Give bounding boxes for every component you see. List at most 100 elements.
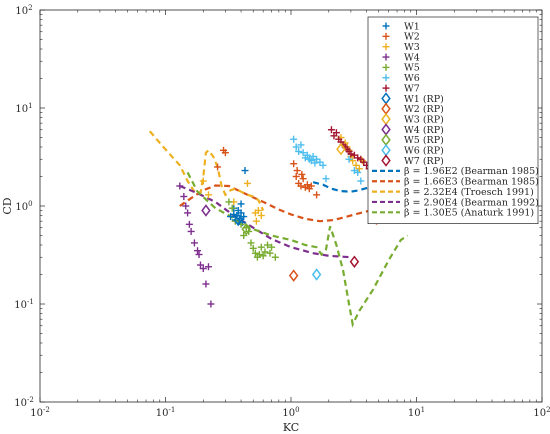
point-w4 xyxy=(176,182,184,190)
point-w3 xyxy=(254,206,262,214)
point-w4 xyxy=(185,220,193,228)
legend-swatch-w2 xyxy=(382,32,390,40)
point-w5 xyxy=(249,244,257,252)
point-w3 xyxy=(257,211,265,219)
point-w4 xyxy=(207,300,215,308)
point-w4 xyxy=(184,209,192,217)
point-w6 xyxy=(345,155,353,163)
legend-swatch-w5 xyxy=(382,63,390,71)
point-w4-rp xyxy=(201,204,211,217)
point-w2 xyxy=(307,182,315,190)
series-line-2-90e4-bearman-1992 xyxy=(179,184,351,259)
x-tick-label: 10-2 xyxy=(30,406,50,419)
point-w6 xyxy=(290,135,298,143)
x-axis-label: KC xyxy=(283,421,299,434)
legend-label-w2-rp: W2 (RP) xyxy=(404,104,444,115)
point-w5 xyxy=(268,243,276,251)
x-tick-label: 102 xyxy=(533,406,550,419)
point-w1 xyxy=(240,213,248,221)
point-w4 xyxy=(194,247,202,255)
point-w6 xyxy=(309,152,317,160)
point-w5 xyxy=(264,241,272,249)
point-w6 xyxy=(316,158,324,166)
point-w3 xyxy=(243,179,251,187)
y-tick-label: 10-1 xyxy=(14,298,34,311)
legend-swatch-w4 xyxy=(382,53,390,61)
legend-label-2-90e4-bearman-1992: β = 2.90E4 (Bearman 1992) xyxy=(404,197,539,208)
point-w5 xyxy=(261,248,269,256)
point-w6 xyxy=(295,147,303,155)
x-tick-label: 101 xyxy=(408,406,425,419)
y-axis-label: CD xyxy=(1,197,14,214)
point-w7 xyxy=(354,154,362,162)
point-w4 xyxy=(190,239,198,247)
point-w6 xyxy=(299,149,307,157)
point-w6 xyxy=(307,157,315,165)
point-w1 xyxy=(241,167,249,175)
point-w5-rp xyxy=(241,222,251,236)
point-w4 xyxy=(195,250,203,258)
point-w6 xyxy=(357,177,365,185)
point-w6 xyxy=(354,168,362,176)
y-tick-label: 100 xyxy=(15,200,32,213)
point-w5 xyxy=(251,249,259,257)
x-tick-label: 10-1 xyxy=(156,406,176,419)
point-w3 xyxy=(252,217,260,225)
legend-label-w3: W3 xyxy=(404,42,420,53)
point-w6 xyxy=(311,159,319,167)
point-w7 xyxy=(347,150,355,158)
point-w4 xyxy=(182,202,190,210)
legend-label-w2: W2 xyxy=(404,32,420,43)
point-w2 xyxy=(298,170,306,178)
point-w3-rp xyxy=(336,142,346,156)
point-w5 xyxy=(271,253,279,261)
legend-label-1-30e5-anaturk-1991: β = 1.30E5 (Anaturk 1991) xyxy=(404,208,534,219)
legend-swatch-w1 xyxy=(382,22,390,30)
point-w1-rp xyxy=(233,213,244,227)
point-w5 xyxy=(257,243,265,251)
point-w5 xyxy=(225,198,233,206)
legend-label-w5: W5 xyxy=(404,63,420,74)
point-w2 xyxy=(293,167,301,175)
point-w1 xyxy=(234,206,242,214)
legend-label-2-32e4-troesch-1991: β = 2.32E4 (Troesch 1991) xyxy=(404,187,534,198)
legend-label-w7-rp: W7 (RP) xyxy=(404,156,444,167)
legend-swatch-w7 xyxy=(382,84,390,92)
point-w7 xyxy=(327,126,335,134)
point-w2 xyxy=(299,175,307,183)
point-w2 xyxy=(214,163,222,171)
point-w4 xyxy=(196,261,204,269)
point-w2 xyxy=(290,160,298,168)
legend-box xyxy=(367,16,539,224)
legend-label-w1: W1 xyxy=(404,21,420,32)
point-w2 xyxy=(313,191,321,199)
point-w4 xyxy=(187,227,195,235)
point-w2-rp xyxy=(288,269,299,282)
point-w2 xyxy=(297,182,305,190)
legend-label-w5-rp: W5 (RP) xyxy=(404,135,444,146)
point-w3 xyxy=(358,157,366,165)
point-w5 xyxy=(255,250,263,258)
point-w4 xyxy=(202,280,210,288)
point-w5 xyxy=(228,204,236,212)
legend-label-w6: W6 xyxy=(404,73,420,84)
legend-swatch-w6 xyxy=(382,74,390,82)
point-w5 xyxy=(259,252,267,260)
x-tick-label: 100 xyxy=(282,406,299,419)
point-w3 xyxy=(352,161,360,169)
legend-label-w3-rp: W3 (RP) xyxy=(404,114,444,125)
point-w3 xyxy=(199,177,207,185)
point-w6 xyxy=(292,143,300,151)
legend-swatch-w7-rp xyxy=(381,154,391,167)
point-w2 xyxy=(221,149,229,157)
point-w1 xyxy=(237,200,245,208)
legend-label-1-66e3-bearman-1985: β = 1.66E3 (Bearman 1985) xyxy=(404,177,539,188)
point-w7-rp xyxy=(349,255,360,268)
point-w6 xyxy=(297,141,305,149)
legend-label-w7: W7 xyxy=(404,83,420,94)
legend-label-w4-rp: W4 (RP) xyxy=(404,125,444,136)
point-w4 xyxy=(199,265,207,273)
point-w3 xyxy=(204,191,212,199)
